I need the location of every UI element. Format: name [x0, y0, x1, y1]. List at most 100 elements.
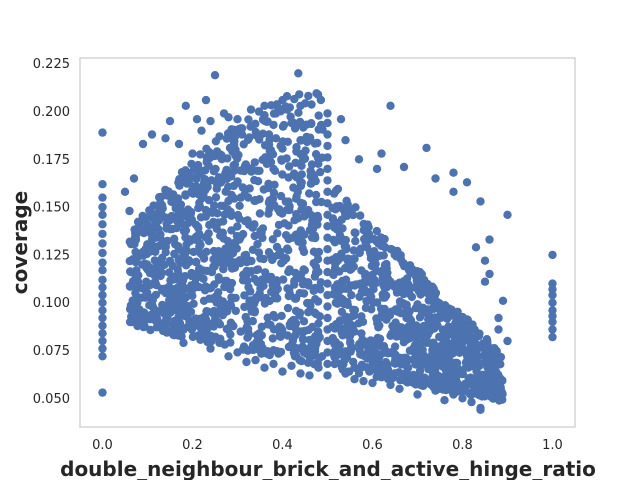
cloud-point: [354, 319, 363, 328]
cloud-point: [191, 319, 200, 328]
cloud-point: [356, 350, 365, 359]
cloud-point: [219, 251, 228, 260]
cloud-point: [188, 291, 197, 300]
y-tick-label: 0.225: [33, 57, 70, 72]
data-point: [485, 235, 494, 244]
data-point: [323, 187, 332, 196]
cloud-point: [367, 363, 376, 372]
cloud-point: [240, 291, 249, 300]
data-point: [323, 290, 332, 300]
cloud-point: [262, 117, 271, 127]
data-point: [440, 380, 449, 390]
cloud-point: [289, 169, 299, 178]
data-point: [278, 367, 287, 376]
cloud-point: [310, 231, 319, 240]
cloud-point: [337, 233, 346, 243]
cloud-point: [484, 391, 494, 400]
cloud-point: [304, 91, 313, 101]
data-point: [181, 101, 190, 111]
data-point: [480, 256, 490, 265]
data-point: [395, 384, 404, 393]
cloud-point: [430, 291, 440, 300]
cloud-point: [157, 201, 167, 210]
cloud-point: [452, 368, 462, 377]
cloud-point: [175, 175, 184, 184]
cloud-point: [404, 265, 414, 275]
data-point: [98, 321, 107, 330]
data-point: [224, 113, 233, 122]
cloud-point: [207, 267, 217, 277]
data-point: [323, 325, 332, 334]
cloud-point: [440, 342, 449, 351]
data-point: [386, 101, 395, 111]
cloud-point: [163, 191, 172, 200]
cloud-point: [259, 254, 268, 264]
cloud-point: [299, 247, 309, 257]
cloud-point: [125, 282, 135, 291]
cloud-point: [290, 352, 300, 361]
cloud-point: [194, 190, 204, 199]
cloud-point: [142, 277, 151, 286]
cloud-point: [298, 238, 307, 247]
cloud-point: [266, 251, 275, 260]
data-point: [323, 222, 332, 231]
data-point: [431, 386, 440, 395]
cloud-point: [179, 220, 188, 229]
cloud-point: [183, 302, 193, 311]
cloud-point: [138, 315, 147, 324]
cloud-point: [187, 159, 196, 169]
cloud-point: [247, 344, 256, 354]
x-tick-label: 0.0: [92, 438, 113, 453]
cloud-point: [462, 328, 472, 337]
cloud-point: [244, 220, 254, 229]
cloud-point: [202, 315, 211, 324]
cloud-point: [158, 300, 167, 310]
cloud-point: [402, 303, 411, 312]
cloud-point: [316, 278, 326, 287]
cloud-point: [270, 201, 279, 210]
cloud-point: [296, 198, 306, 208]
cloud-point: [214, 318, 223, 327]
data-point: [242, 357, 251, 367]
cloud-point: [311, 190, 321, 200]
data-point: [323, 256, 332, 265]
cloud-point: [274, 220, 284, 230]
cloud-point: [284, 234, 293, 244]
cloud-point: [290, 280, 299, 289]
cloud-point: [299, 317, 309, 326]
data-point: [323, 267, 332, 277]
cloud-point: [334, 255, 343, 265]
cloud-point: [277, 259, 286, 268]
cloud-point: [231, 238, 240, 247]
cloud-point: [276, 191, 286, 201]
data-point: [323, 109, 332, 118]
data-point: [264, 130, 274, 139]
cloud-point: [250, 274, 259, 283]
cloud-point: [268, 150, 278, 159]
cloud-point: [262, 159, 272, 169]
cloud-point: [261, 268, 270, 277]
cloud-point: [393, 307, 402, 316]
cloud-point: [432, 342, 441, 351]
cloud-point: [278, 137, 287, 146]
cloud-point: [162, 318, 171, 328]
cloud-point: [309, 259, 318, 268]
cloud-point: [371, 278, 380, 288]
cloud-point: [238, 183, 247, 192]
cloud-point: [430, 313, 439, 322]
data-point: [467, 397, 476, 407]
data-point: [399, 162, 409, 172]
data-point: [305, 371, 314, 380]
cloud-point: [370, 247, 379, 256]
data-point: [404, 375, 413, 384]
data-point: [237, 130, 247, 139]
cloud-point: [233, 210, 243, 220]
cloud-point: [235, 232, 245, 241]
x-tick-label: 0.2: [182, 438, 203, 453]
cloud-point: [191, 235, 200, 244]
cloud-point: [273, 294, 282, 303]
data-point: [431, 174, 440, 183]
cloud-point: [191, 257, 201, 267]
cloud-point: [304, 281, 313, 290]
